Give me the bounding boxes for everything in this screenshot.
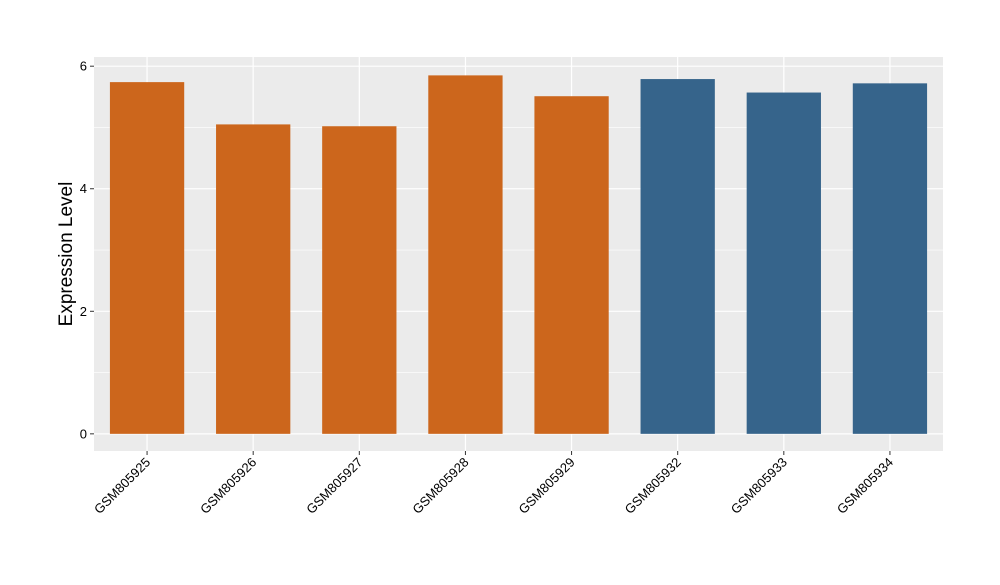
x-tick-label: GSM805926 <box>197 455 259 517</box>
y-tick-label: 4 <box>80 181 87 196</box>
bar-gsm805925 <box>109 82 185 434</box>
bar-gsm805934 <box>852 83 928 434</box>
bar-gsm805926 <box>216 124 291 434</box>
y-tick-label: 0 <box>80 426 87 441</box>
x-tick-label: GSM805932 <box>622 455 684 517</box>
x-tick-label: GSM805934 <box>834 455 896 517</box>
x-tick-label: GSM805927 <box>303 455 365 517</box>
y-axis: 0 2 4 6 <box>80 59 94 441</box>
x-tick-label: GSM805933 <box>728 455 790 517</box>
y-tick-label: 6 <box>80 59 87 74</box>
bar-gsm805927 <box>322 126 397 434</box>
x-axis: GSM805925 GSM805926 GSM805927 GSM805928 GSM8… <box>91 451 896 517</box>
y-axis-title: Expression Level <box>56 182 77 327</box>
bar-gsm805932 <box>640 79 715 434</box>
bar-gsm805928 <box>428 75 503 434</box>
x-tick-label: GSM805929 <box>515 455 577 517</box>
y-tick-label: 2 <box>80 304 87 319</box>
x-tick-label: GSM805928 <box>409 455 471 517</box>
bar-gsm805929 <box>534 96 609 434</box>
x-tick-label: GSM805925 <box>91 455 153 517</box>
bar-gsm805933 <box>746 92 821 434</box>
bars-group <box>109 75 928 434</box>
